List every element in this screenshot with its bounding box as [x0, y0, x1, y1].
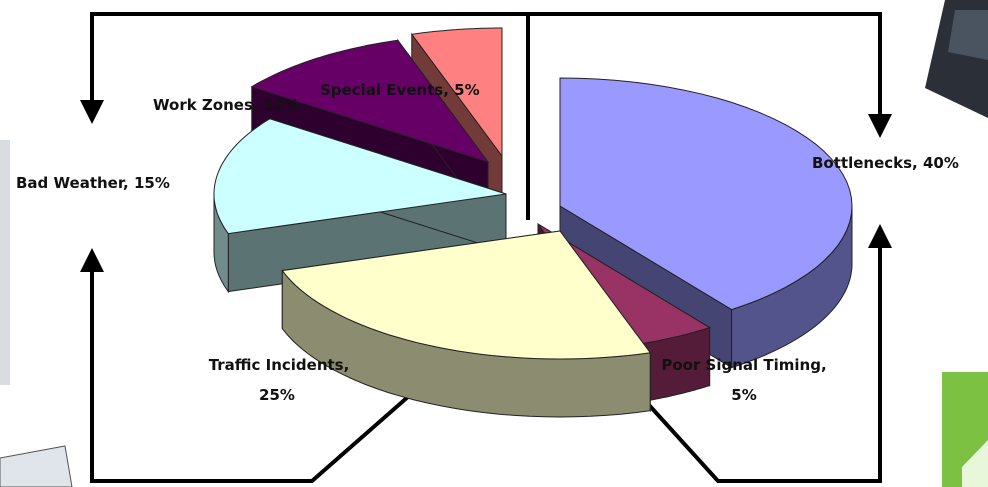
flow-line-bottom-left	[90, 272, 452, 483]
label-traffic-incidents-line2: 25%	[259, 386, 295, 404]
flow-line-top-right	[528, 12, 882, 118]
slice-bottlenecks-top	[559, 77, 853, 311]
slice-traffic-incidents-top	[281, 230, 652, 360]
pie-chart	[213, 27, 853, 418]
arrow-up-left-icon	[80, 248, 104, 272]
label-special-events: Special Events, 5%	[320, 81, 480, 99]
slice-bad-weather	[213, 118, 507, 294]
corner-photo-top-right-highlight	[948, 10, 988, 60]
label-traffic-incidents-line1: Traffic Incidents,	[209, 356, 350, 374]
slice-traffic-incidents	[281, 229, 652, 418]
corner-card-bottom-left	[0, 445, 73, 487]
label-bad-weather: Bad Weather, 15%	[16, 174, 170, 192]
flow-line-top-left	[90, 12, 528, 104]
corner-card-left	[0, 140, 10, 385]
corner-tile-bottom-right-accent	[962, 440, 988, 487]
label-poor-signal-timing-line1: Poor Signal Timing,	[661, 356, 826, 374]
label-poor-signal-timing-line2: 5%	[731, 386, 756, 404]
data-labels: Bottlenecks, 40% Poor Signal Timing, 5% …	[16, 81, 959, 404]
slice-special-events-top	[410, 27, 503, 158]
label-work-zones: Work Zones, 10%	[153, 96, 300, 114]
label-bottlenecks: Bottlenecks, 40%	[812, 154, 959, 172]
arrow-down-right-icon	[868, 114, 892, 138]
slice-work-zones-top	[250, 39, 490, 163]
arrow-down-left-icon	[80, 100, 104, 124]
flow-arrowheads	[80, 100, 892, 272]
slice-bad-weather-top	[213, 118, 507, 235]
arrow-up-right-icon	[868, 224, 892, 248]
